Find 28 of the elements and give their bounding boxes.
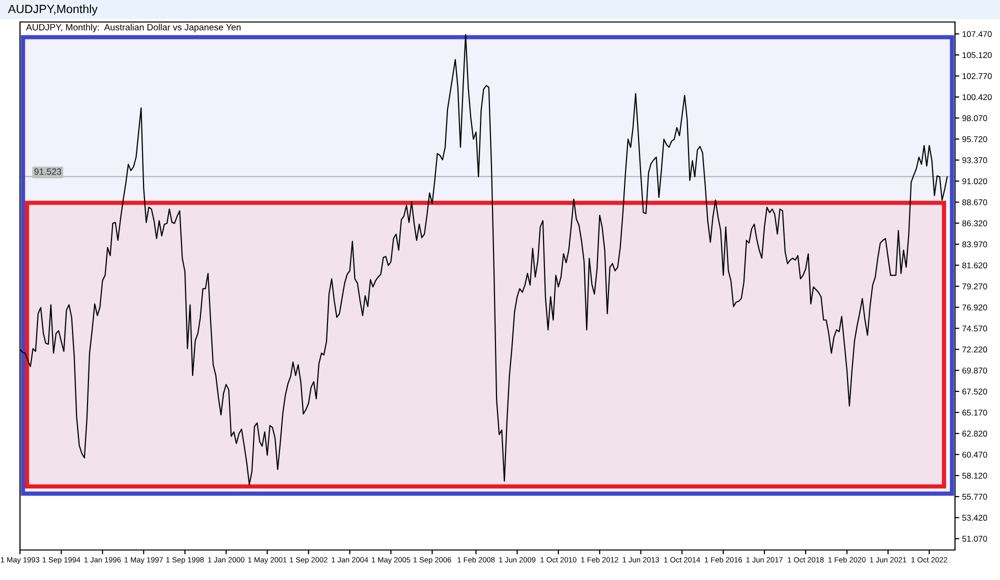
y-tick-label: 83.970 — [962, 241, 988, 248]
y-tick-label: 65.170 — [962, 410, 988, 416]
y-tick-label: 53.420 — [962, 514, 988, 521]
y-tick-label: 81.620 — [962, 262, 988, 268]
y-tick-label: 88.670 — [962, 199, 988, 206]
chart-title: AUDJPY,Monthly — [8, 4, 98, 16]
y-tick-label: 79.270 — [962, 283, 988, 290]
y-tick-label: 55.770 — [962, 494, 988, 500]
chart-subtitle: AUDJPY, Monthly: Australian Dollar vs Japanese Yen — [26, 24, 241, 32]
y-tick-label: 72.220 — [962, 346, 988, 352]
y-tick-label: 100.420 — [962, 94, 992, 100]
y-tick-label: 91.020 — [962, 178, 988, 184]
y-tick-label: 107.470 — [962, 31, 992, 38]
y-tick-label: 69.870 — [962, 368, 988, 374]
y-tick-label: 60.470 — [962, 452, 988, 458]
y-tick-label: 86.320 — [962, 220, 988, 226]
y-tick-label: 102.770 — [962, 73, 992, 80]
y-tick-label: 67.520 — [962, 388, 988, 395]
y-tick-label: 98.070 — [962, 115, 988, 122]
y-tick-label: 105.120 — [962, 52, 992, 58]
y-tick-label: 58.120 — [962, 472, 988, 479]
y-tick-label: 95.720 — [962, 136, 988, 142]
y-tick-label: 62.820 — [962, 430, 988, 437]
y-tick-label: 51.070 — [962, 536, 988, 542]
y-tick-label: 74.570 — [962, 326, 988, 332]
y-tick-label: 76.920 — [962, 304, 988, 310]
ref-line-label: 91.523 — [34, 168, 62, 175]
y-tick-label: 93.370 — [962, 157, 988, 164]
